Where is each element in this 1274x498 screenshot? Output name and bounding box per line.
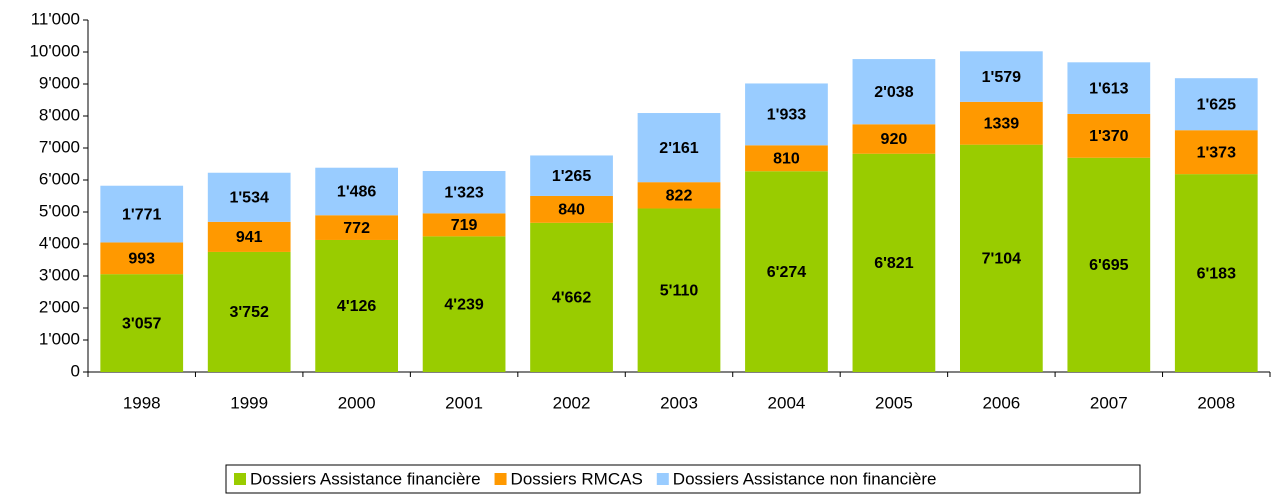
value-label: 1'771 bbox=[122, 206, 162, 223]
bar-segment bbox=[315, 215, 399, 240]
value-label: 993 bbox=[128, 251, 155, 268]
value-label: 1339 bbox=[984, 115, 1020, 132]
value-label: 1'625 bbox=[1197, 96, 1237, 113]
value-label: 1'370 bbox=[1089, 128, 1129, 145]
value-label: 1'373 bbox=[1197, 144, 1237, 161]
bar-segment bbox=[1174, 78, 1258, 131]
y-tick-label: 7'000 bbox=[39, 137, 80, 156]
value-label: 920 bbox=[881, 131, 908, 148]
value-label: 1'579 bbox=[982, 69, 1022, 86]
bar-segment bbox=[745, 171, 828, 372]
bar-segment bbox=[852, 59, 936, 125]
y-tick-label: 5'000 bbox=[39, 201, 80, 220]
x-tick-label: 2000 bbox=[338, 393, 376, 412]
y-tick-label: 0 bbox=[71, 361, 80, 380]
value-label: 772 bbox=[343, 220, 370, 237]
value-label: 3'752 bbox=[229, 304, 269, 321]
bar-segment bbox=[207, 172, 291, 222]
value-label: 1'486 bbox=[337, 184, 377, 201]
x-tick-label: 2006 bbox=[982, 393, 1020, 412]
y-tick-label: 8'000 bbox=[39, 105, 80, 124]
value-label: 1'323 bbox=[444, 184, 484, 201]
legend-label: Dossiers Assistance financière bbox=[250, 469, 481, 488]
value-label: 3'057 bbox=[122, 315, 162, 332]
legend-box bbox=[225, 464, 1141, 494]
x-tick-label: 2003 bbox=[660, 393, 698, 412]
legend-label: Dossiers Assistance non financière bbox=[673, 469, 937, 488]
bar-segment bbox=[530, 155, 613, 196]
bar-segment bbox=[530, 195, 613, 223]
bar-segment bbox=[637, 182, 721, 209]
x-tick-label: 1998 bbox=[123, 393, 161, 412]
value-label: 941 bbox=[236, 229, 263, 246]
bar-segment bbox=[100, 185, 184, 243]
bar-segment bbox=[422, 171, 506, 214]
value-label: 719 bbox=[451, 217, 478, 234]
x-tick-label: 2004 bbox=[768, 393, 806, 412]
value-label: 1'933 bbox=[767, 107, 807, 124]
value-label: 7'104 bbox=[982, 251, 1022, 268]
bar-segment bbox=[959, 144, 1043, 372]
legend-swatch bbox=[656, 473, 669, 485]
value-label: 6'183 bbox=[1197, 265, 1237, 282]
bar-segment bbox=[1067, 113, 1151, 158]
value-label: 1'534 bbox=[229, 189, 269, 206]
bar-segment bbox=[1067, 157, 1151, 372]
bar-segment bbox=[315, 239, 399, 372]
legend-label: Dossiers RMCAS bbox=[511, 469, 643, 488]
value-label: 2'161 bbox=[659, 140, 699, 157]
y-tick-label: 9'000 bbox=[39, 73, 80, 92]
bar-segment bbox=[745, 83, 828, 146]
bar-segment bbox=[1174, 130, 1258, 175]
value-label: 6'695 bbox=[1089, 257, 1129, 274]
y-tick-label: 4'000 bbox=[39, 233, 80, 252]
value-label: 810 bbox=[773, 150, 800, 167]
bar-segment bbox=[100, 242, 184, 275]
legend-swatch bbox=[234, 473, 246, 485]
bar-segment bbox=[959, 51, 1043, 102]
bar-segment bbox=[100, 274, 184, 372]
y-tick-label: 10'000 bbox=[29, 41, 80, 60]
y-tick-label: 6'000 bbox=[39, 169, 80, 188]
bar-segment bbox=[959, 101, 1043, 145]
bar-segment bbox=[422, 213, 506, 237]
y-tick-label: 1'000 bbox=[39, 329, 80, 348]
value-label: 4'662 bbox=[552, 290, 592, 307]
bar-segment bbox=[637, 208, 721, 372]
bar-segment bbox=[745, 145, 828, 172]
bar-segment bbox=[207, 251, 291, 372]
value-label: 2'038 bbox=[874, 84, 914, 101]
bar-segment bbox=[637, 113, 721, 183]
value-label: 6'821 bbox=[874, 255, 914, 272]
y-tick-label: 3'000 bbox=[39, 265, 80, 284]
value-label: 4'126 bbox=[337, 298, 377, 315]
legend-swatch bbox=[494, 473, 507, 485]
value-label: 4'239 bbox=[444, 296, 484, 313]
value-label: 840 bbox=[558, 202, 585, 219]
bar-segment bbox=[1174, 174, 1258, 372]
value-label: 1'265 bbox=[552, 168, 592, 185]
bar-segment bbox=[315, 167, 399, 216]
value-label: 5'110 bbox=[660, 282, 699, 299]
x-tick-label: 2008 bbox=[1197, 393, 1235, 412]
bar-segment bbox=[422, 236, 506, 372]
x-tick-label: 1999 bbox=[230, 393, 268, 412]
bar-segment bbox=[1067, 62, 1151, 114]
x-tick-label: 2002 bbox=[553, 393, 591, 412]
value-label: 6'274 bbox=[767, 264, 807, 281]
x-tick-label: 2005 bbox=[875, 393, 913, 412]
bar-segment bbox=[207, 221, 291, 252]
y-tick-label: 11'000 bbox=[31, 9, 80, 28]
bar-segment bbox=[852, 153, 936, 372]
value-label: 1'613 bbox=[1089, 80, 1129, 97]
value-label: 822 bbox=[666, 188, 693, 205]
x-tick-label: 2001 bbox=[445, 393, 483, 412]
bar-segment bbox=[852, 124, 936, 154]
bar-segment bbox=[530, 222, 613, 372]
y-tick-label: 2'000 bbox=[39, 297, 80, 316]
x-tick-label: 2007 bbox=[1090, 393, 1128, 412]
